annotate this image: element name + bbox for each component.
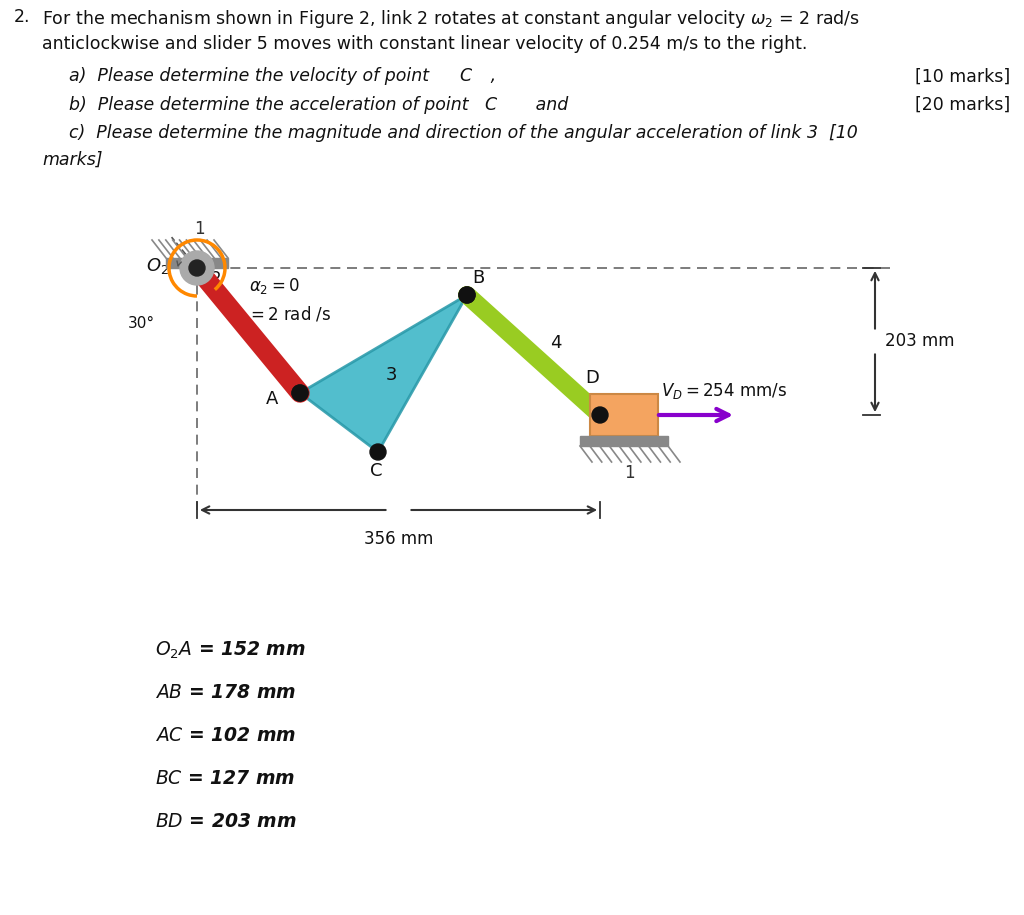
Text: C: C [459,68,471,85]
Text: For the mechanism shown in Figure 2, link 2 rotates at constant angular velocity: For the mechanism shown in Figure 2, lin… [42,8,860,30]
Circle shape [370,444,386,460]
Bar [580,436,668,446]
Text: 203 mm: 203 mm [885,332,954,350]
Text: anticlockwise and slider 5 moves with constant linear velocity of 0.254 m/s to t: anticlockwise and slider 5 moves with co… [42,35,807,53]
Text: 5: 5 [610,408,622,426]
Text: b)  Please determine the acceleration of point                  and: b) Please determine the acceleration of … [69,96,568,113]
Circle shape [292,385,308,401]
Circle shape [459,287,475,303]
Text: 1: 1 [624,464,634,482]
Text: marks]: marks] [42,151,102,169]
Text: B: B [472,269,484,287]
Text: 356 mm: 356 mm [364,530,433,548]
Polygon shape [300,295,467,452]
Text: $AC$ = 102 mm: $AC$ = 102 mm [155,726,296,745]
Text: $O_2A$ = 152 mm: $O_2A$ = 152 mm [155,640,306,662]
Circle shape [180,251,214,285]
Text: c)  Please determine the magnitude and direction of the angular acceleration of : c) Please determine the magnitude and di… [69,124,858,142]
Text: 2.: 2. [14,8,31,26]
Text: $V_D= 254$ mm/s: $V_D= 254$ mm/s [662,381,787,401]
Text: $BD$ = 203 mm: $BD$ = 203 mm [155,812,297,831]
Text: [10 marks]: [10 marks] [914,68,1010,85]
Text: 30°: 30° [128,316,155,330]
Circle shape [459,287,475,303]
Text: $\omega_2=2$ rad /s: $\omega_2=2$ rad /s [225,304,332,325]
Text: $BC$ = 127 mm: $BC$ = 127 mm [155,769,295,788]
Bar [590,394,658,436]
Text: 1: 1 [194,220,205,238]
Bar [166,258,228,268]
Text: C: C [484,96,496,113]
Text: C: C [370,462,382,480]
Text: $O_2$: $O_2$ [146,256,169,276]
Text: 2: 2 [211,270,221,288]
Text: $\alpha_2=0$: $\alpha_2=0$ [249,276,300,296]
Text: a)  Please determine the velocity of point                 ,: a) Please determine the velocity of poin… [69,68,496,85]
Text: A: A [265,390,278,408]
Circle shape [292,385,308,401]
Text: 3: 3 [386,366,397,384]
Text: 4: 4 [550,334,561,352]
Circle shape [189,260,205,276]
Circle shape [592,407,608,423]
Text: [20 marks]: [20 marks] [914,96,1010,113]
Text: $AB$ = 178 mm: $AB$ = 178 mm [155,683,296,702]
Text: D: D [585,369,599,387]
